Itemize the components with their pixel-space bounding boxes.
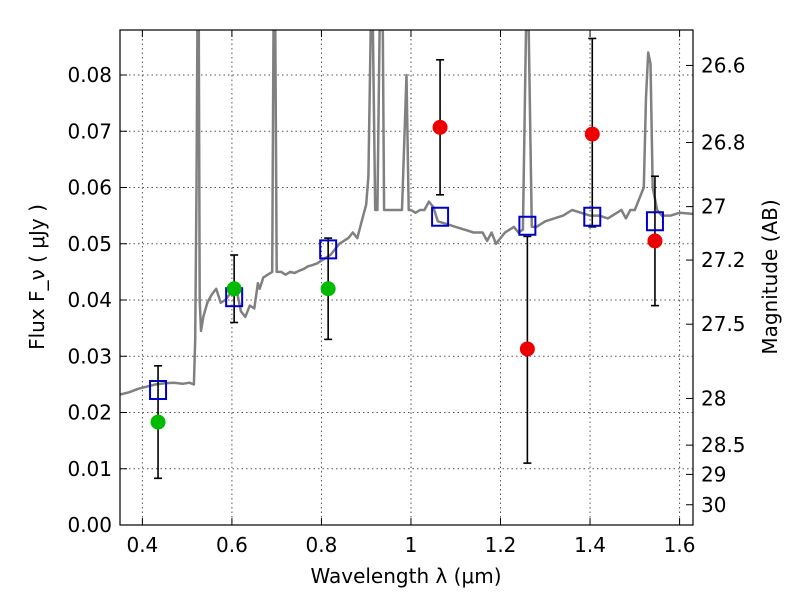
right-tick-label: 27.2 [701, 248, 746, 272]
right-tick-label: 27 [701, 195, 726, 219]
observed-point [226, 281, 242, 297]
right-tick-label: 27.5 [701, 312, 746, 336]
x-tick-label: 0.8 [306, 533, 338, 557]
observed-point [519, 341, 535, 357]
x-tick-label: 0.4 [126, 533, 158, 557]
model-spectrum [120, 30, 693, 396]
model-point-square [431, 206, 450, 227]
model-point-square [583, 206, 602, 227]
y-tick-label: 0.01 [67, 457, 112, 481]
observed-markers [150, 119, 663, 430]
observed-point [432, 119, 448, 135]
right-tick-labels: 26.6 26.8 27 27.2 27.5 28 28.5 29 30 [701, 53, 746, 516]
model-point-square [149, 380, 168, 400]
right-tick-label: 28.5 [701, 433, 746, 457]
y-tick-label: 0.08 [67, 63, 112, 87]
right-tick-label: 28 [701, 386, 726, 410]
right-tick-label: 26.6 [701, 53, 746, 77]
x-tick-label: 1.2 [485, 533, 517, 557]
plot-frame [119, 29, 694, 526]
observed-point [150, 414, 166, 430]
y-tick-label: 0.00 [67, 513, 112, 537]
y-tick-label: 0.05 [67, 232, 112, 256]
y-tick-labels: 0.00 0.01 0.02 0.03 0.04 0.05 0.06 0.07 0.08 [67, 63, 112, 537]
observed-point [647, 233, 663, 249]
axis-ticks [120, 30, 693, 526]
x-tick-labels: 0.4 0.6 0.8 1 1.2 1.4 1.6 [126, 533, 695, 557]
y-axis-label-left: Flux F_ν ( μJy ) [25, 204, 49, 350]
y-tick-label: 0.06 [67, 176, 112, 200]
observed-point [584, 126, 600, 142]
model-spectrum-line [120, 30, 693, 396]
observed-point [320, 281, 336, 297]
right-tick-label: 26.8 [701, 131, 746, 155]
y-tick-label: 0.03 [67, 344, 112, 368]
model-point-square [319, 239, 338, 260]
y-tick-label: 0.02 [67, 401, 112, 425]
x-tick-label: 0.6 [216, 533, 248, 557]
x-tick-label: 1.6 [664, 533, 696, 557]
y-tick-label: 0.04 [67, 288, 112, 312]
x-tick-label: 1 [405, 533, 418, 557]
x-tick-label: 1.4 [574, 533, 606, 557]
model-point-square [645, 211, 664, 232]
model-point-square [518, 215, 537, 236]
y-tick-label: 0.07 [67, 119, 112, 143]
y-axis-label-right: Magnitude (AB) [758, 199, 782, 354]
x-axis-label: Wavelength λ (μm) [310, 564, 501, 588]
right-tick-label: 29 [701, 462, 726, 486]
right-tick-label: 30 [701, 493, 726, 517]
